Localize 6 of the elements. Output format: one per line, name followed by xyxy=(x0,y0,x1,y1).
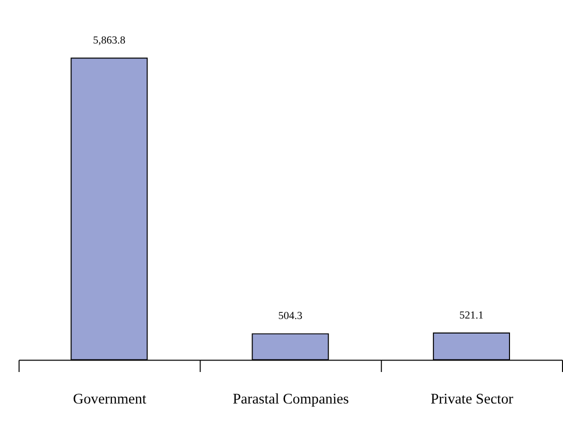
x-tick-label: Government xyxy=(72,391,146,408)
x-tick-label: Parastal Companies xyxy=(232,391,350,408)
x-tick-label: Private Sector xyxy=(430,391,514,408)
data-label: 504.3 xyxy=(278,310,302,322)
data-label: 5,863.8 xyxy=(93,34,126,46)
data-label: 521.1 xyxy=(459,309,484,322)
